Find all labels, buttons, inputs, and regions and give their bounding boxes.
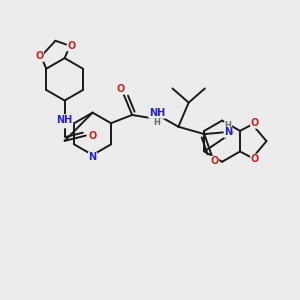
Text: NH: NH [149, 108, 165, 118]
Text: O: O [250, 154, 259, 164]
Text: NH: NH [56, 115, 73, 125]
Text: O: O [116, 84, 124, 94]
Text: O: O [35, 51, 44, 62]
Text: O: O [211, 156, 219, 166]
Text: H: H [153, 118, 160, 127]
Text: N: N [224, 127, 232, 137]
Text: N: N [88, 152, 97, 162]
Text: O: O [67, 41, 76, 51]
Text: H: H [225, 121, 232, 130]
Text: O: O [250, 118, 259, 128]
Text: O: O [88, 130, 96, 141]
